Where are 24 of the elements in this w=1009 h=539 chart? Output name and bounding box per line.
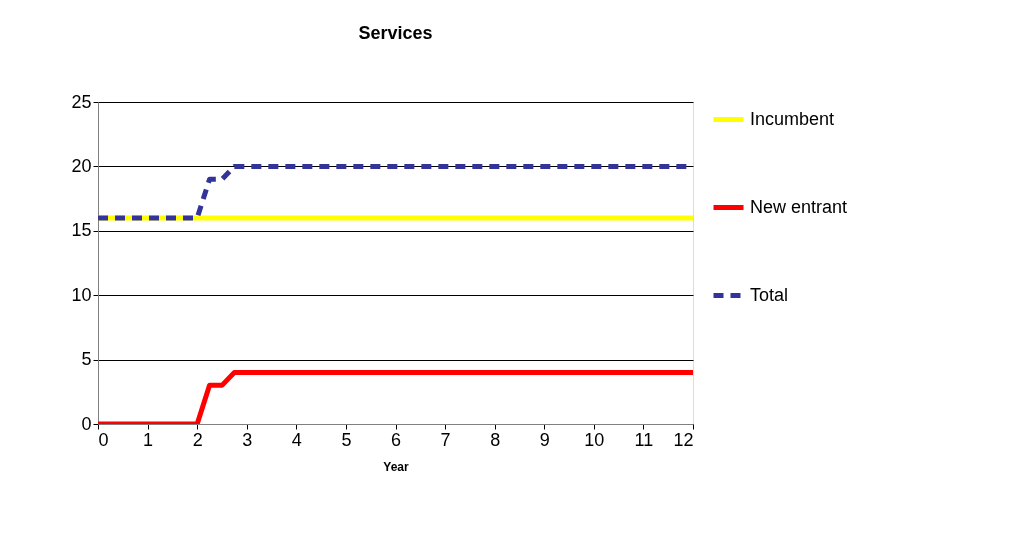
x-tick-label: 6 [390, 429, 402, 450]
legend-label: Incumbent [750, 108, 835, 129]
x-tick-label: 11 [634, 429, 654, 450]
y-tick-label: 0 [81, 413, 92, 434]
x-tick-label: 10 [584, 429, 605, 450]
x-tick-label: 9 [539, 429, 550, 450]
x-tick-label: 1 [143, 429, 154, 450]
chart-title: Services [358, 23, 433, 43]
x-tick-label: 4 [291, 429, 302, 450]
x-tick-label: 5 [341, 429, 352, 450]
x-tick-label: 2 [192, 429, 203, 450]
x-tick-label: 7 [440, 429, 451, 450]
y-tick-label: 20 [71, 155, 92, 176]
x-tick-label: 8 [490, 429, 501, 450]
legend-label: Total [750, 284, 789, 305]
y-tick-label: 10 [71, 284, 92, 305]
y-tick-label: 5 [81, 349, 92, 370]
y-tick-label: 15 [71, 220, 92, 241]
x-tick-label: 0 [98, 429, 109, 450]
x-axis-title: Year [383, 459, 410, 474]
legend-label: New entrant [750, 196, 848, 217]
y-tick-label: 25 [71, 91, 92, 112]
x-tick-label: 3 [242, 429, 253, 450]
x-tick-label: 12 [673, 429, 694, 450]
